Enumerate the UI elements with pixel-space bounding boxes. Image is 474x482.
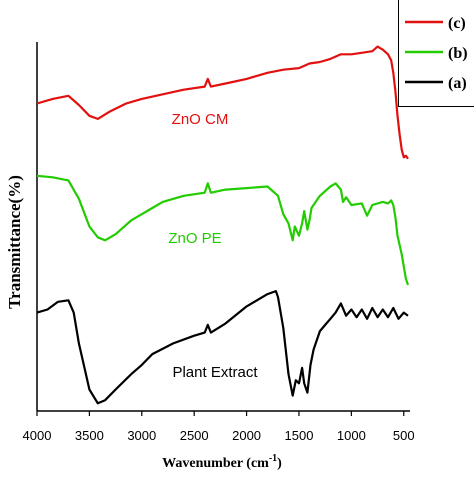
series-line-plant-extract	[36, 290, 409, 405]
legend-label: (a)	[448, 75, 467, 92]
x-axis-label-main: Wavenumber (cm	[162, 456, 269, 471]
x-axis-label-sup: -1	[269, 453, 277, 464]
series-annotation-zno-cm: ZnO CM	[172, 111, 229, 128]
series-layer	[36, 45, 410, 405]
series-annotation-plant-extract: Plant Extract	[172, 364, 258, 381]
x-tick-label: 4000	[23, 428, 52, 443]
legend: (c) (b) (a)	[398, 0, 474, 107]
x-ticks: 4000 3500 3000 2500 2000 1500 1000 500	[23, 411, 415, 443]
legend-label: (c)	[448, 15, 466, 32]
x-tick-label: 3000	[127, 428, 156, 443]
legend-entries: (c) (b) (a)	[405, 15, 468, 92]
axes	[36, 42, 410, 412]
x-axis-label: Wavenumber (cm-1)	[162, 453, 282, 471]
x-tick-label: 1500	[285, 428, 314, 443]
legend-label: (b)	[448, 45, 468, 62]
y-axis-label: Transmittance(%)	[5, 175, 24, 309]
series-line-zno-cm	[36, 45, 409, 160]
x-tick-label: 2500	[180, 428, 209, 443]
x-tick-label: 500	[393, 428, 415, 443]
series-annotations: ZnO CM ZnO PE Plant Extract	[168, 111, 258, 381]
x-tick-label: 3500	[75, 428, 104, 443]
x-tick-label: 1000	[337, 428, 366, 443]
x-tick-label: 2000	[232, 428, 261, 443]
series-annotation-zno-pe: ZnO PE	[168, 230, 221, 247]
x-axis-label-close: )	[277, 456, 282, 471]
series-line-zno-pe	[36, 174, 410, 286]
